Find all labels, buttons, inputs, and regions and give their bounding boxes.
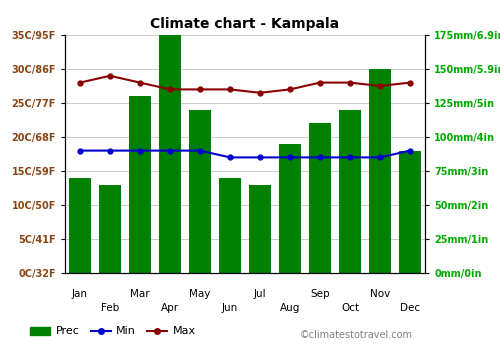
Text: Mar: Mar: [130, 289, 150, 299]
Bar: [249, 184, 271, 273]
Bar: [279, 144, 301, 273]
Text: May: May: [190, 289, 210, 299]
Legend: Prec, Min, Max: Prec, Min, Max: [26, 322, 200, 341]
Bar: [159, 35, 181, 273]
Bar: [189, 110, 211, 273]
Bar: [339, 110, 361, 273]
Text: Nov: Nov: [370, 289, 390, 299]
Text: Jan: Jan: [72, 289, 88, 299]
Text: Jul: Jul: [254, 289, 266, 299]
Text: Jun: Jun: [222, 303, 238, 313]
Text: Apr: Apr: [161, 303, 179, 313]
Title: Climate chart - Kampala: Climate chart - Kampala: [150, 17, 340, 31]
Bar: [219, 178, 241, 273]
Text: Oct: Oct: [341, 303, 359, 313]
Text: ©climatestotravel.com: ©climatestotravel.com: [300, 329, 413, 340]
Bar: [369, 69, 391, 273]
Bar: [69, 178, 91, 273]
Bar: [309, 124, 331, 273]
Bar: [399, 150, 421, 273]
Text: Sep: Sep: [310, 289, 330, 299]
Text: Feb: Feb: [101, 303, 119, 313]
Bar: [99, 184, 121, 273]
Text: Dec: Dec: [400, 303, 420, 313]
Bar: [129, 96, 151, 273]
Text: Aug: Aug: [280, 303, 300, 313]
